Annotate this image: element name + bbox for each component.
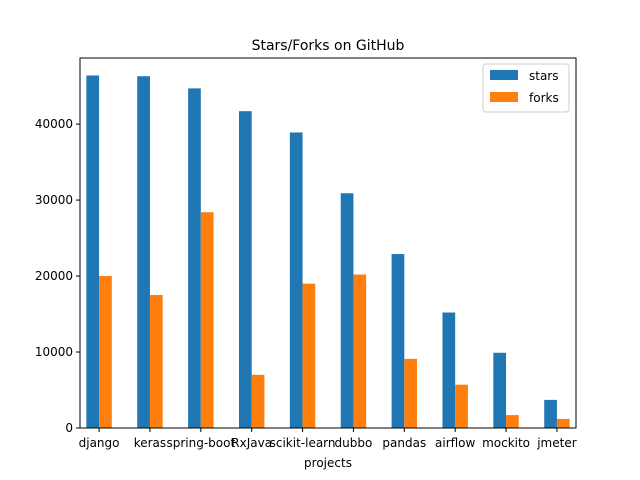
bar-forks-jmeter: [556, 418, 570, 428]
x-axis-label: projects: [304, 456, 352, 470]
bar-forks-django: [99, 276, 112, 428]
bar-stars-keras: [137, 76, 150, 428]
y-tick-label: 0: [65, 421, 73, 435]
bar-stars-scikit-learn: [289, 132, 303, 428]
bar-forks-RxJava: [251, 374, 265, 428]
legend-label-stars: stars: [529, 69, 559, 83]
x-tick-label-django: django: [79, 436, 120, 450]
bar-forks-spring-boot: [200, 212, 214, 428]
bar-stars-pandas: [391, 254, 405, 428]
legend: stars forks: [482, 63, 570, 113]
bar-forks-airflow: [455, 384, 468, 428]
legend-label-forks: forks: [529, 91, 559, 105]
x-tick-label-pandas: pandas: [382, 436, 426, 450]
bar-forks-scikit-learn: [302, 283, 316, 428]
y-tick-label: 40000: [35, 117, 73, 131]
x-tick-label-RxJava: RxJava: [231, 436, 272, 450]
x-tick-label-jmeter: jmeter: [536, 436, 576, 450]
bar-stars-jmeter: [544, 399, 557, 428]
bar-stars-spring-boot: [188, 88, 201, 428]
y-tick-label: 20000: [35, 269, 73, 283]
y-tick-label: 30000: [35, 193, 73, 207]
bar-stars-airflow: [442, 312, 456, 428]
legend-swatch-stars: [490, 70, 518, 80]
x-tick-label-airflow: airflow: [435, 436, 476, 450]
bar-forks-dubbo: [353, 274, 367, 428]
y-tick-label: 10000: [35, 345, 73, 359]
x-tick-label-dubbo: dubbo: [335, 436, 373, 450]
chart-title: Stars/Forks on GitHub: [252, 38, 405, 54]
legend-swatch-forks: [490, 92, 518, 102]
bar-forks-mockito: [506, 415, 519, 428]
plot-frame: [79, 57, 577, 429]
x-tick-label-keras: keras: [134, 436, 166, 450]
bars-group: [86, 75, 570, 429]
bar-stars-dubbo: [340, 193, 354, 428]
y-axis-ticks: 0 10000 20000 30000 40000: [35, 117, 80, 435]
bar-forks-keras: [149, 295, 163, 428]
x-tick-label-spring-boot: spring-boot: [166, 436, 235, 450]
x-axis-ticks: django keras spring-bootRxJavascikit-learn…: [79, 428, 577, 450]
bar-stars-RxJava: [238, 111, 252, 429]
bar-stars-django: [86, 75, 100, 428]
x-tick-label-scikit-learn: scikit-learn: [270, 436, 336, 450]
bar-stars-mockito: [493, 352, 507, 428]
bar-forks-pandas: [404, 358, 418, 428]
x-tick-label-mockito: mockito: [482, 436, 530, 450]
